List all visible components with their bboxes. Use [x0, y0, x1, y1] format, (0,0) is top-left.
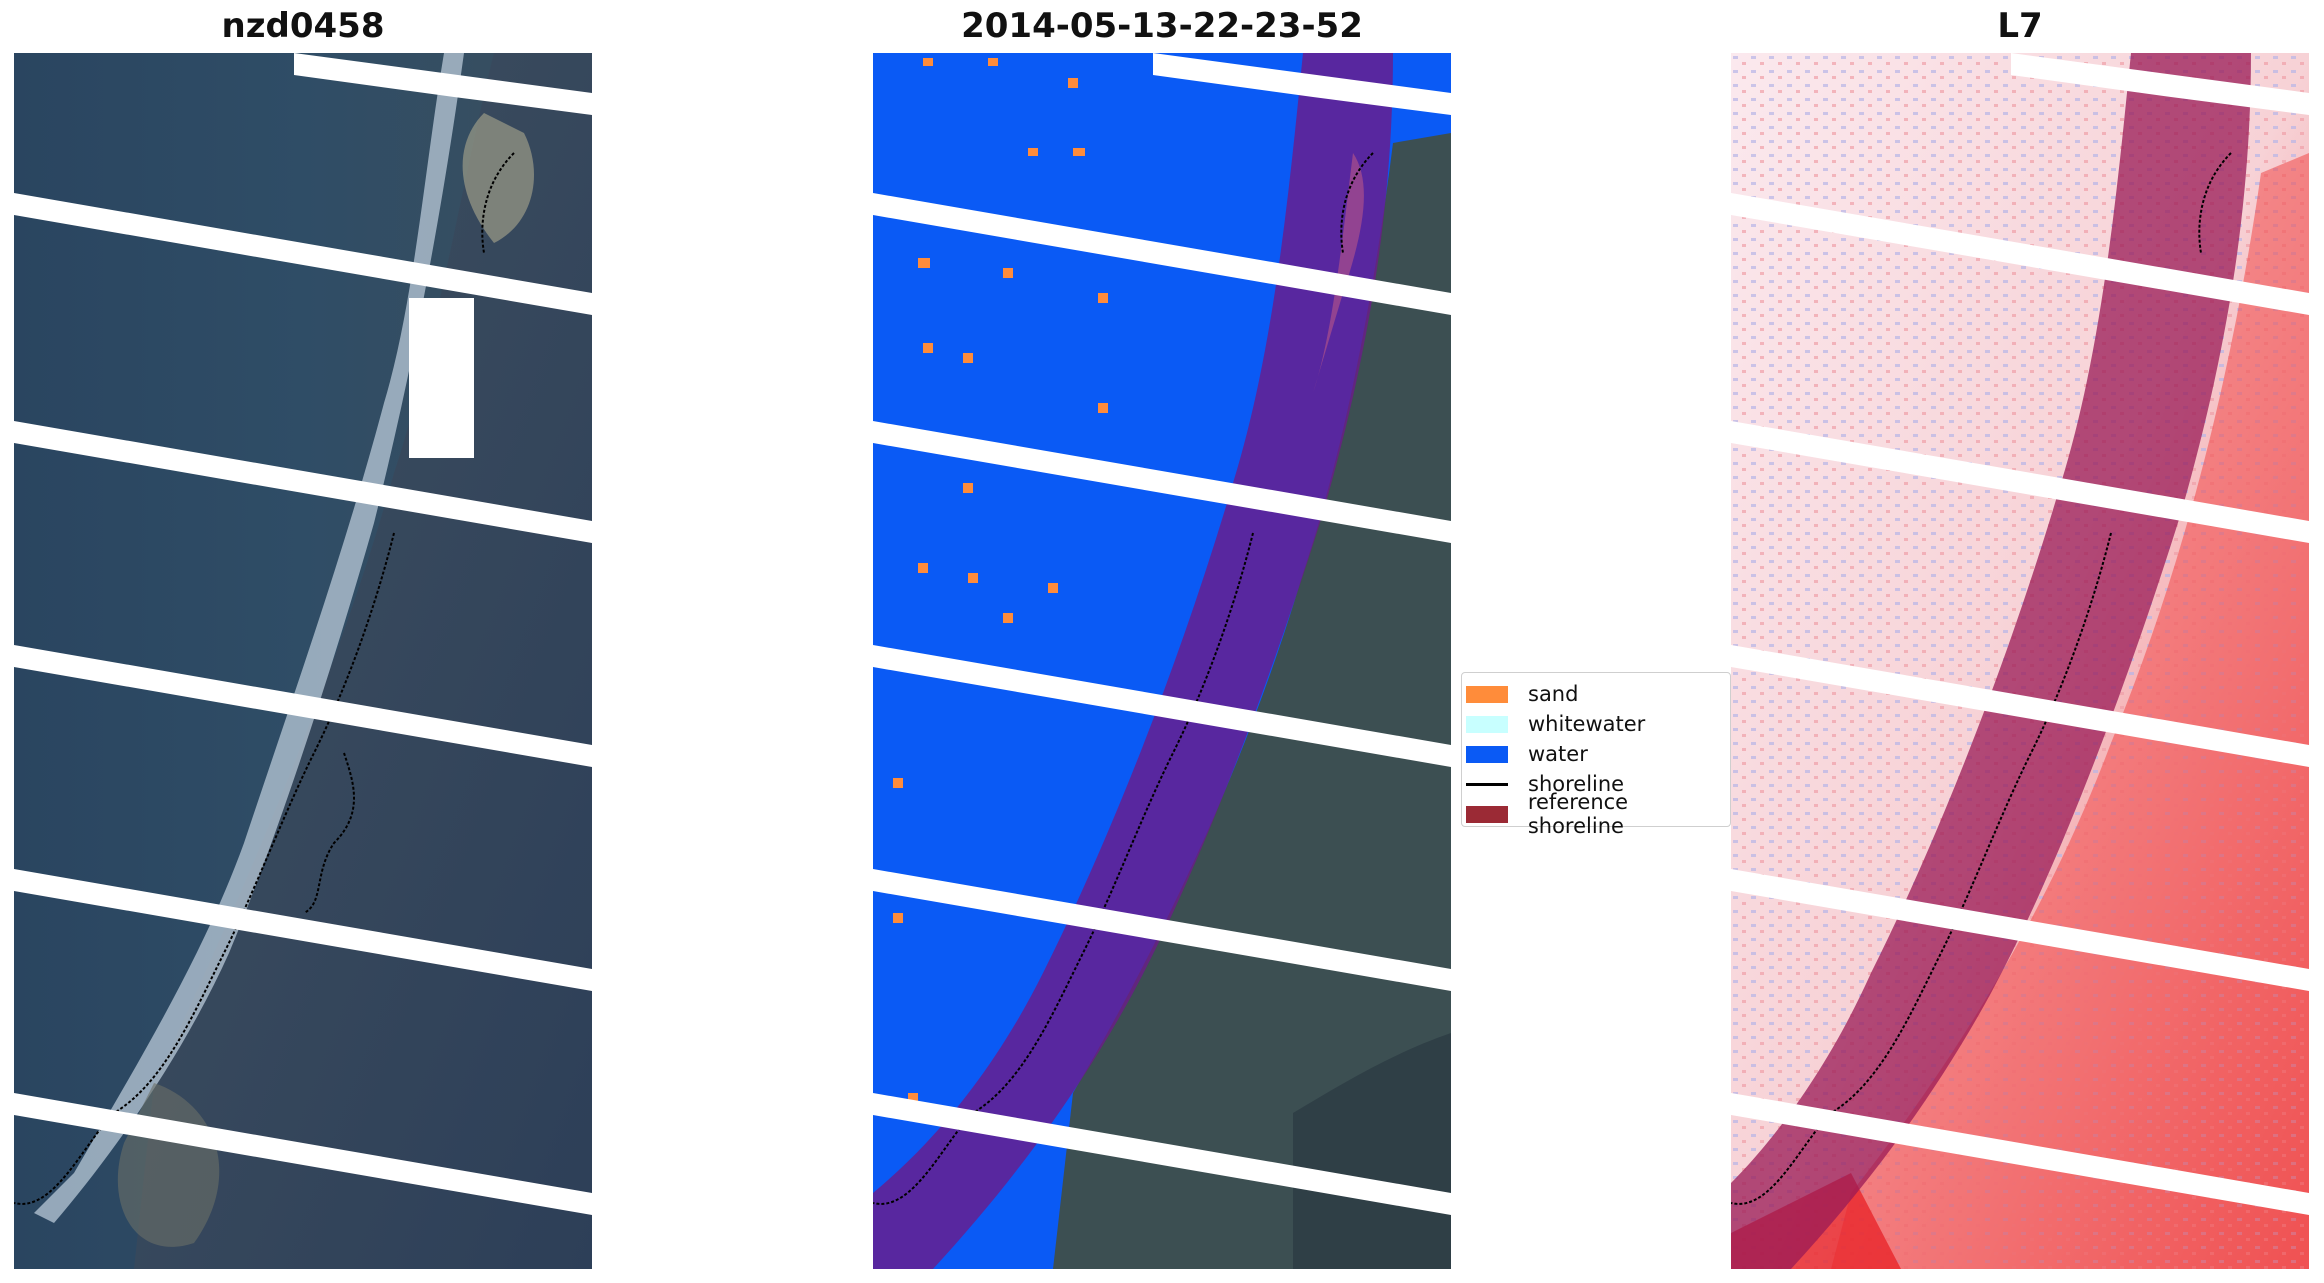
legend-swatch-whitewater	[1466, 715, 1508, 733]
classified-image-panel	[873, 53, 1451, 1269]
gap-stripes-index	[1731, 53, 2309, 1215]
panel-title-classified: 2014-05-13-22-23-52	[961, 6, 1363, 46]
legend-swatch-reference-shoreline	[1466, 805, 1508, 823]
gap-stripes-rgb	[14, 53, 592, 1215]
legend-label: whitewater	[1528, 712, 1646, 736]
panel-title-index: L7	[1997, 6, 2043, 46]
shoreline-rgb	[14, 152, 515, 1205]
legend: sand whitewater water shoreline referenc…	[1461, 672, 1731, 838]
index-high-zone	[1831, 153, 2309, 1269]
legend-item-water: water	[1462, 739, 1730, 769]
legend-label: water	[1528, 742, 1588, 766]
legend-swatch-sand	[1466, 685, 1508, 703]
panel-title-rgb: nzd0458	[221, 6, 385, 46]
cloud-patch	[409, 298, 474, 458]
shoreline-index	[1731, 152, 2232, 1205]
legend-swatch-water	[1466, 745, 1508, 763]
legend-label: sand	[1528, 682, 1579, 706]
reference-shoreline-buffer-index	[1731, 53, 2251, 1269]
land-class-patch	[1293, 1033, 1451, 1269]
legend-item-sand: sand	[1462, 679, 1730, 709]
shoreline-inner-rgb	[303, 752, 355, 914]
legend-item-reference-shoreline: reference shoreline	[1462, 790, 1730, 838]
land-class-area	[1053, 133, 1451, 1269]
sand-spit	[462, 113, 534, 243]
rgb-image-panel	[14, 53, 592, 1269]
reference-shoreline-buffer	[873, 53, 1393, 1269]
legend-swatch-shoreline	[1466, 782, 1508, 786]
legend-item-whitewater: whitewater	[1462, 709, 1730, 739]
sand-pixels	[893, 58, 1108, 1103]
gap-stripes-classified	[873, 53, 1451, 1215]
reference-shoreline-core	[1313, 153, 1364, 393]
legend-label: shoreline	[1528, 772, 1625, 796]
index-image-panel	[1731, 53, 2309, 1269]
legend-label: reference shoreline	[1527, 790, 1629, 838]
shoreline-classified	[873, 152, 1374, 1205]
legend-item-shoreline: shoreline	[1462, 769, 1730, 799]
